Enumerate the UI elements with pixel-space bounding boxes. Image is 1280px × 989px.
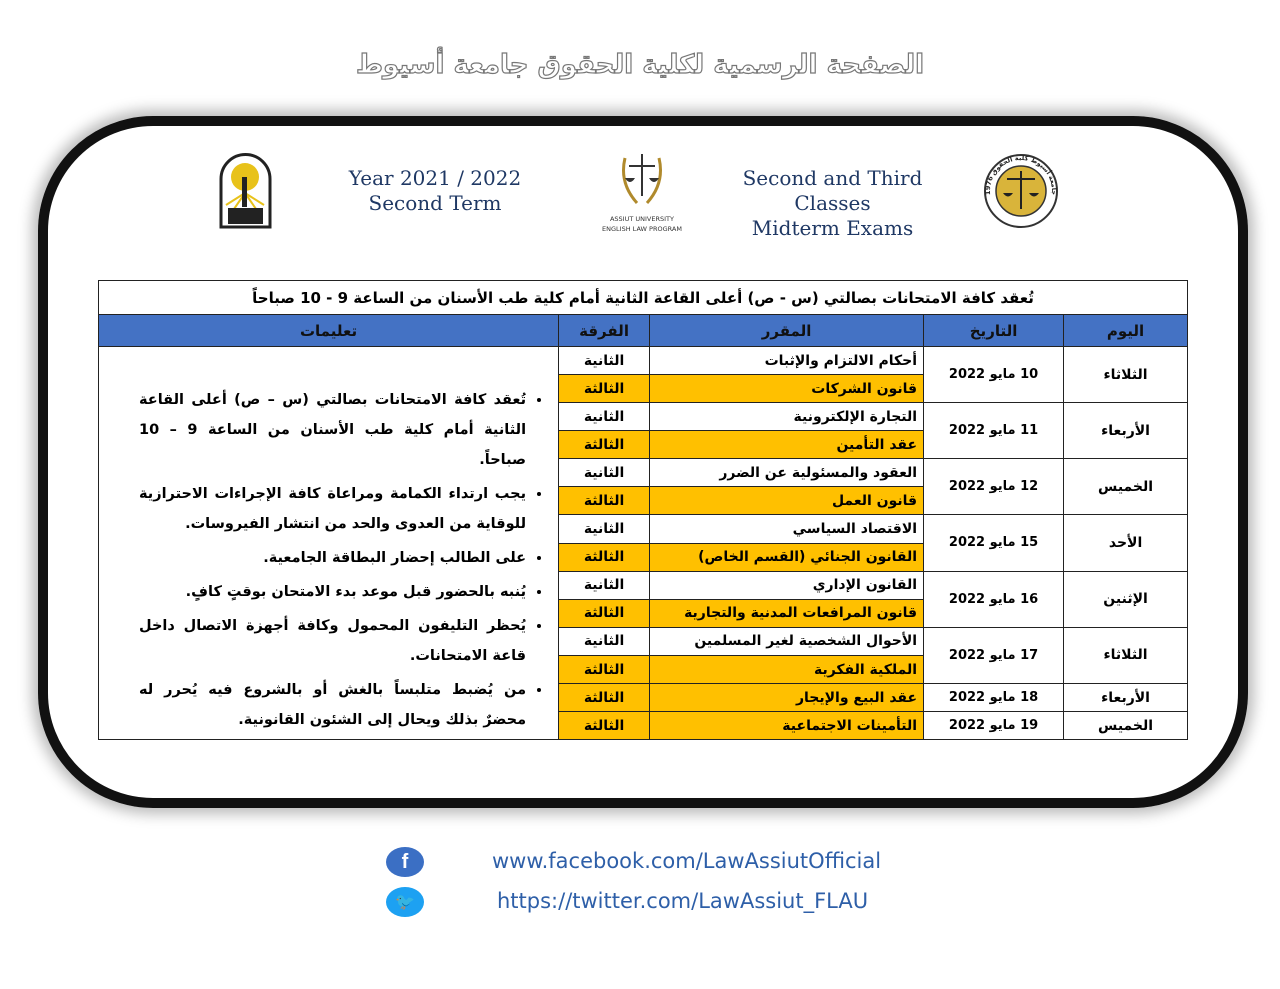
date-cell: 16 مايو 2022 — [923, 570, 1065, 628]
header-instructions: تعليمات — [97, 314, 560, 347]
class-cell: الثالثة — [558, 542, 651, 572]
english-law-program-logo: ASSIUT UNIVERSITY ENGLISH LAW PROGRAM — [596, 148, 688, 234]
instruction-item: من يُضبط متلبساً بالغش أو بالشروع فيه يُ… — [139, 675, 526, 735]
table-row: الإثنين 16 مايو 2022 القانون الإداري الثاني… — [99, 570, 1189, 628]
instruction-item: يُنبه بالحضور قبل موعد بدء الامتحان بوقت… — [139, 577, 526, 607]
instructions-list: تُعقد كافة الامتحانات بصالتي (س – ص) أعل… — [139, 385, 548, 735]
classes-text: Second and Third Classes — [742, 166, 923, 215]
course-cell: قانون العمل — [649, 486, 925, 516]
table-row: الثلاثاء 10 مايو 2022 أحكام الالتزام والإث… — [97, 346, 1189, 740]
content-frame — [38, 116, 1248, 808]
course-cell: القانون الجنائي (القسم الخاص) — [649, 542, 925, 572]
instructions-cell: تُعقد كافة الامتحانات بصالتي (س – ص) أعل… — [97, 346, 560, 740]
course-cell: العقود والمسئولية عن الضرر — [649, 458, 925, 488]
course-cell: الأحوال الشخصية لغير المسلمين — [649, 626, 925, 657]
table-row: القانون الجنائي (القسم الخاص) الثالثة — [99, 542, 1188, 572]
instruction-item: يُحظر التليفون المحمول وكافة أجهزة الاتص… — [139, 611, 526, 671]
class-cell: الثانية — [558, 346, 651, 375]
day-cell: الأحد — [1063, 514, 1189, 572]
course-cell: القانون الإداري — [649, 570, 925, 600]
course-cell: أحكام الالتزام والإثبات — [649, 346, 925, 375]
date-cell: 17 مايو 2022 — [923, 626, 1065, 685]
class-cell: الثالثة — [558, 374, 651, 403]
schedule-note: تُعقد كافة الامتحانات بصالتي (س - ص) أعل… — [97, 280, 1189, 315]
class-cell: الثالثة — [558, 486, 651, 516]
day-cell: الأربعاء — [1063, 683, 1189, 712]
header-class: الفرقة — [558, 314, 651, 347]
exam-schedule-table: تُعقد كافة الامتحانات بصالتي (س - ص) أعل… — [97, 280, 1189, 740]
table-row: الخميس 12 مايو 2022 العقود والمسئولية عن ا… — [99, 458, 1189, 516]
day-cell: الثلاثاء — [1063, 626, 1189, 685]
class-cell: الثانية — [558, 570, 651, 600]
class-cell: الثانية — [558, 514, 651, 544]
faculty-of-law-seal: جامعة أسيوط كلية الحقوق 1976 — [984, 154, 1058, 228]
class-cell: الثانية — [558, 458, 651, 488]
exams-text: Midterm Exams — [751, 216, 914, 240]
twitter-icon[interactable]: 🐦 — [386, 887, 424, 917]
assiut-university-logo — [219, 153, 272, 229]
twitter-link[interactable]: https://twitter.com/LawAssiut_FLAU — [497, 889, 869, 913]
instruction-item: تُعقد كافة الامتحانات بصالتي (س – ص) أعل… — [139, 385, 526, 475]
year-text: Year 2021 / 2022 — [348, 166, 522, 190]
class-cell: الثانية — [558, 626, 651, 657]
course-cell: قانون الشركات — [649, 374, 925, 403]
date-cell: 19 مايو 2022 — [923, 711, 1065, 740]
class-cell: الثالثة — [558, 683, 651, 712]
day-cell: الخميس — [1063, 711, 1189, 740]
date-cell: 10 مايو 2022 — [923, 346, 1065, 403]
course-cell: قانون المرافعات المدنية والتجارية — [649, 598, 925, 628]
class-cell: الثالثة — [558, 655, 651, 684]
date-cell: 12 مايو 2022 — [923, 458, 1065, 516]
exam-title: Second and Third Classes Midterm Exams — [705, 166, 960, 241]
day-cell: الإثنين — [1063, 570, 1189, 628]
table-row: الأربعاء 18 مايو 2022 عقد البيع والإيجار ال… — [99, 683, 1189, 712]
course-cell: التجارة الإلكترونية — [649, 401, 925, 432]
facebook-icon[interactable]: f — [386, 847, 424, 877]
academic-year: Year 2021 / 2022 Second Term — [330, 166, 540, 216]
date-cell: 15 مايو 2022 — [923, 514, 1065, 572]
course-cell: عقد التأمين — [649, 430, 925, 460]
header-day: اليوم — [1063, 314, 1189, 347]
program-name: ASSIUT UNIVERSITY ENGLISH LAW PROGRAM — [602, 215, 682, 233]
header-date: التاريخ — [923, 314, 1065, 347]
class-cell: الثالثة — [558, 598, 651, 628]
class-cell: الثالثة — [558, 711, 651, 740]
table-row: الخميس 19 مايو 2022 التأمينات الاجتماعية ال… — [99, 711, 1189, 740]
facebook-link[interactable]: www.facebook.com/LawAssiutOfficial — [492, 849, 882, 873]
class-cell: الثالثة — [558, 430, 651, 460]
course-cell: الملكية الفكرية — [649, 655, 925, 684]
table-row: قانون الشركات الثالثة — [99, 374, 1188, 403]
day-cell: الخميس — [1063, 458, 1189, 516]
scales-of-justice-icon — [622, 154, 662, 205]
class-cell: الثانية — [558, 401, 651, 432]
day-cell: الأربعاء — [1063, 401, 1189, 460]
course-cell: التأمينات الاجتماعية — [649, 711, 925, 740]
instruction-item: على الطالب إحضار البطاقة الجامعية. — [139, 543, 526, 573]
table-row: الأربعاء 11 مايو 2022 التجارة الإلكترونية ا… — [99, 401, 1189, 460]
course-cell: عقد البيع والإيجار — [649, 683, 925, 712]
table-row: الملكية الفكرية الثالثة — [99, 655, 1188, 684]
header-course: المقرر — [649, 314, 925, 347]
term-text: Second Term — [368, 191, 502, 215]
day-cell: الثلاثاء — [1063, 346, 1189, 403]
date-cell: 18 مايو 2022 — [923, 683, 1065, 712]
page-title: الصفحة الرسمية لكلية الحقوق جامعة أسيوط — [355, 49, 924, 80]
date-cell: 11 مايو 2022 — [923, 401, 1065, 460]
table-row: الثلاثاء 17 مايو 2022 الأحوال الشخصية لغير… — [99, 626, 1189, 685]
table-row: عقد التأمين الثالثة — [99, 430, 1188, 460]
table-row: قانون العمل الثالثة — [99, 486, 1188, 516]
instruction-item: يجب ارتداء الكمامة ومراعاة كافة الإجراءا… — [139, 479, 526, 539]
table-row: الأحد 15 مايو 2022 الاقتصاد السياسي الثانية — [99, 514, 1189, 572]
course-cell: الاقتصاد السياسي — [649, 514, 925, 544]
